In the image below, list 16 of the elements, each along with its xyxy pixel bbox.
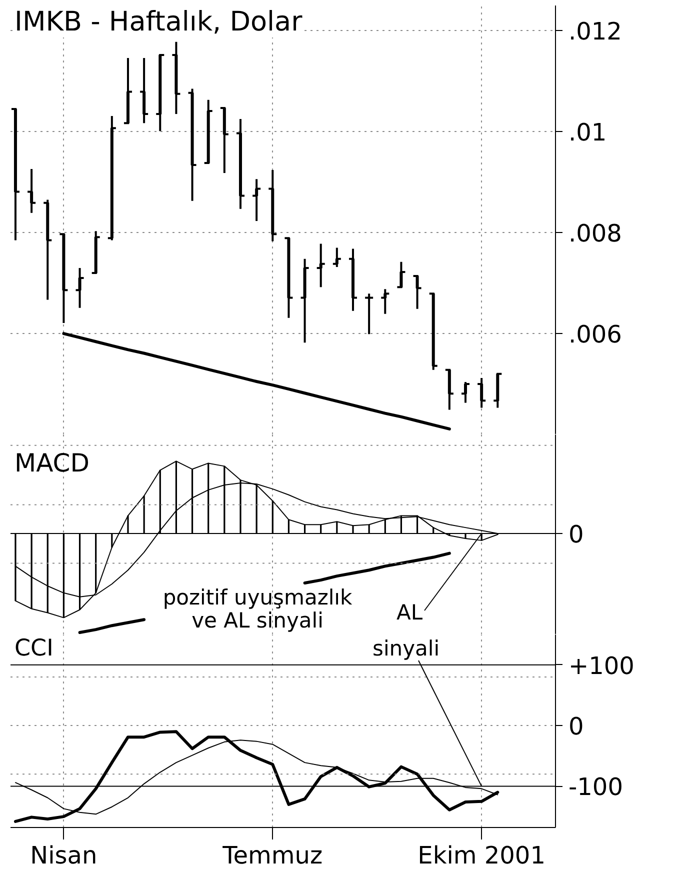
y-tick-label: 0 bbox=[568, 712, 584, 741]
chart-title: CCI bbox=[14, 636, 54, 662]
annotation: sinyali bbox=[372, 636, 440, 660]
x-tick-label: Temmuz bbox=[222, 842, 323, 870]
y-tick-label: -100 bbox=[568, 773, 623, 802]
y-tick-label: .008 bbox=[568, 220, 622, 248]
annotation: pozitif uyuşmazlık ve AL sinyali bbox=[162, 586, 354, 632]
y-tick-label: .006 bbox=[568, 320, 622, 349]
chart-title: IMKB - Haftalık, Dolar bbox=[14, 6, 304, 38]
annotation: AL bbox=[396, 600, 423, 624]
x-tick-label: Ekim 2001 bbox=[418, 842, 546, 870]
chart-title: MACD bbox=[14, 448, 90, 478]
x-tick-label: Nisan bbox=[30, 842, 98, 870]
y-tick-label: .012 bbox=[568, 18, 622, 46]
y-tick-label: .01 bbox=[568, 118, 607, 147]
y-tick-label: +100 bbox=[568, 652, 634, 680]
